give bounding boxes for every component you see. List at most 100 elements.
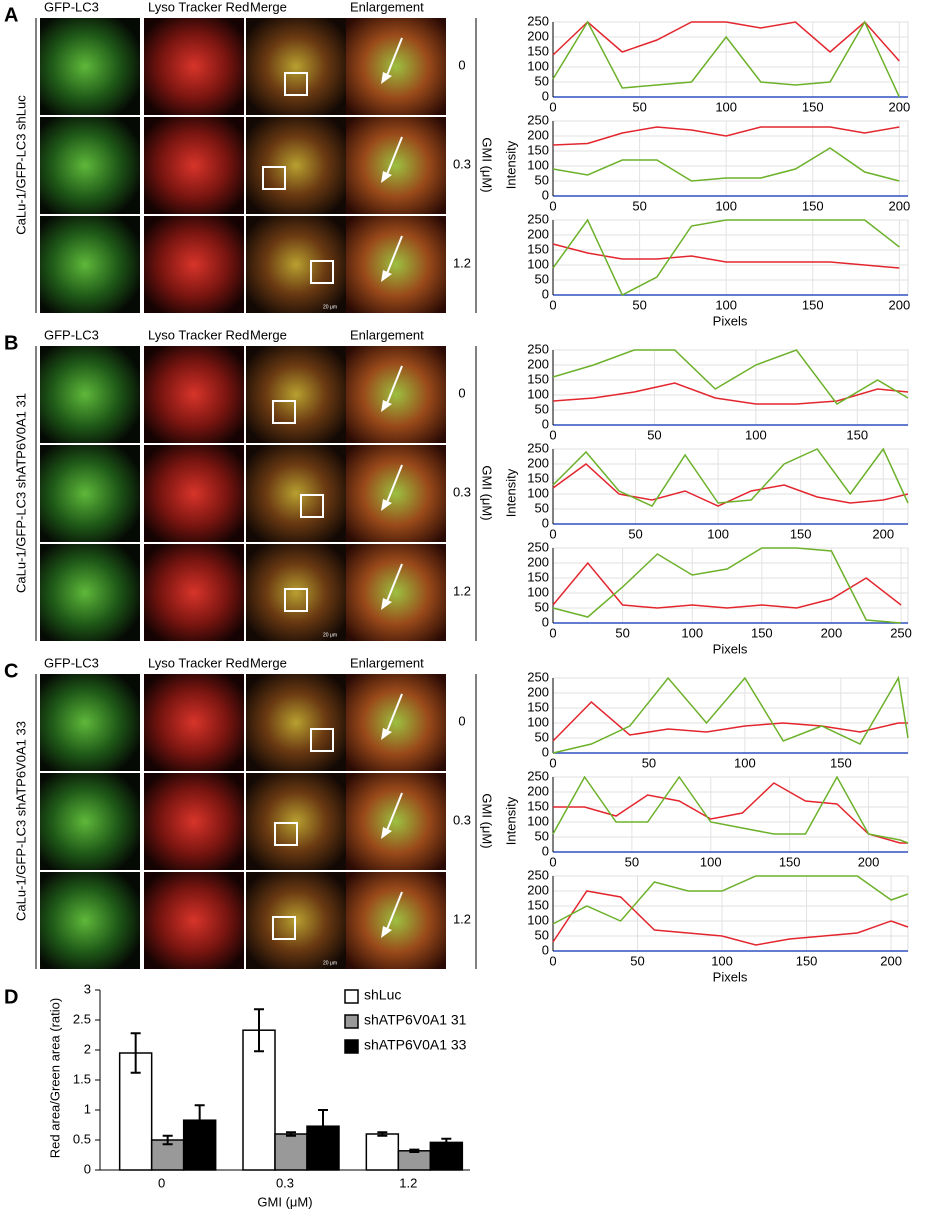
y-tick-label: 100	[527, 813, 549, 828]
bar	[365, 1133, 400, 1171]
x-tick-label: 0	[549, 198, 556, 213]
x-tick-label: 100	[711, 953, 733, 968]
profile-line	[552, 463, 909, 507]
micrograph	[346, 18, 446, 115]
y-tick-label: 150	[527, 798, 549, 813]
error-bar	[409, 1148, 420, 1153]
y-tick-label: 200	[527, 554, 549, 569]
x-tick-label: 100	[745, 427, 767, 442]
micrograph	[246, 773, 346, 870]
micrograph	[40, 872, 140, 969]
y-tick-label: 0	[542, 942, 549, 957]
arrow-head	[381, 728, 392, 740]
arrow	[385, 693, 403, 735]
roi-box	[274, 822, 298, 846]
y-tick-label: 1.5	[73, 1071, 91, 1086]
micrograph	[246, 445, 346, 542]
y-tick-label: 150	[527, 371, 549, 386]
profile-line	[552, 890, 909, 946]
y-tick-label: 250	[527, 669, 549, 684]
x-axis-label: GMI (μM)	[257, 1194, 312, 1209]
micrograph	[40, 674, 140, 771]
x-tick-label: 150	[802, 198, 824, 213]
x-tick-label: 50	[647, 427, 661, 442]
dose-label: 1.2	[453, 583, 471, 598]
y-tick-label: 100	[527, 485, 549, 500]
y-tick-label: 250	[527, 112, 549, 127]
y-tick-label: 50	[535, 927, 549, 942]
y-tick-label: 200	[527, 882, 549, 897]
profile-line	[552, 147, 900, 182]
y-tick-label: 0	[84, 1161, 91, 1176]
column-header: Merge	[250, 327, 287, 342]
micrograph	[346, 872, 446, 969]
y-tick-label: 150	[527, 43, 549, 58]
x-tick-label: 100	[715, 297, 737, 312]
dose-axis-label: GMI (μM)	[480, 137, 495, 192]
micrograph	[144, 346, 244, 443]
arrow	[385, 365, 403, 407]
arrow-head	[381, 171, 392, 183]
x-axis-label: Pixels	[713, 969, 748, 984]
y-tick-label: 200	[527, 783, 549, 798]
micrograph	[246, 674, 346, 771]
profile-line	[552, 775, 909, 844]
x-tick-label: 100	[681, 625, 703, 640]
x-tick-label: 0.3	[276, 1175, 294, 1190]
y-axis-label: Intensity	[503, 468, 518, 517]
x-tick-label: 100	[700, 854, 722, 869]
y-tick-label: 200	[527, 684, 549, 699]
profile-line	[552, 547, 902, 624]
error-bar	[377, 1131, 388, 1137]
legend-swatch	[344, 989, 359, 1004]
y-tick-label: 50	[535, 729, 549, 744]
y-tick-label: 3	[84, 981, 91, 996]
profile-line	[552, 218, 900, 297]
roi-box	[284, 72, 308, 96]
y-tick-label: 150	[527, 241, 549, 256]
error-bar	[441, 1137, 452, 1147]
legend-label: shATP6V0A1 31	[364, 1012, 467, 1028]
y-tick-label: 0	[542, 88, 549, 103]
error-bar	[254, 1008, 264, 1053]
x-tick-label: 50	[642, 755, 656, 770]
error-bar	[162, 1134, 173, 1146]
y-tick-label: 50	[535, 271, 549, 286]
y-tick-label: 100	[527, 912, 549, 927]
profile-line	[552, 561, 902, 609]
y-tick-label: 0	[542, 286, 549, 301]
arrow	[385, 37, 403, 79]
column-header: Lyso Tracker Red	[148, 0, 249, 14]
plot-frame	[552, 349, 909, 426]
micrograph	[346, 117, 446, 214]
y-tick-label: 2.5	[73, 1011, 91, 1026]
x-tick-label: 0	[549, 854, 556, 869]
column-header: GFP-LC3	[44, 0, 99, 14]
y-tick-label: 100	[527, 386, 549, 401]
y-tick-label: 250	[527, 440, 549, 455]
y-tick-label: 50	[535, 73, 549, 88]
error-bar	[286, 1131, 296, 1137]
error-bar	[194, 1104, 205, 1137]
y-axis-label: Red area/Green area (ratio)	[47, 998, 62, 1158]
roi-box	[262, 166, 286, 190]
profile-line	[552, 20, 900, 62]
y-tick-label: 150	[527, 699, 549, 714]
profile-line	[552, 875, 909, 925]
profile-line	[552, 700, 908, 742]
dose-label: 0.3	[453, 156, 471, 171]
column-header: Lyso Tracker Red	[148, 655, 249, 670]
y-tick-label: 250	[527, 867, 549, 882]
x-tick-label: 200	[888, 99, 910, 114]
micrograph	[144, 544, 244, 641]
y-tick-label: 50	[535, 599, 549, 614]
y-tick-label: 250	[527, 13, 549, 28]
cell-line-label: CaLu-1/GFP-LC3 shLuc	[13, 95, 28, 235]
roi-box	[272, 400, 296, 424]
arrow-head	[381, 926, 392, 938]
arrow-head	[381, 270, 392, 282]
y-tick-label: 50	[535, 500, 549, 515]
legend-label: shATP6V0A1 33	[364, 1037, 467, 1053]
micrograph	[40, 346, 140, 443]
y-tick-label: 0	[542, 744, 549, 759]
